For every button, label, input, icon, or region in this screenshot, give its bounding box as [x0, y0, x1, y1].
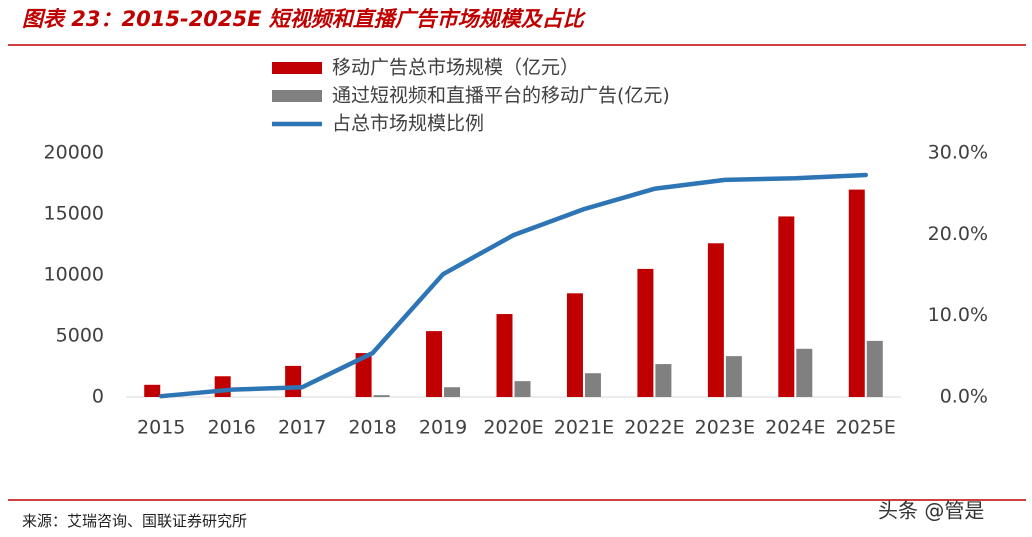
x-tick-label: 2024E — [765, 417, 825, 439]
y-tick-label: 10000 — [44, 264, 104, 286]
y-tick-label: 20000 — [44, 142, 104, 164]
legend-label: 移动广告总市场规模（亿元） — [332, 57, 579, 79]
y2-tick-label: 10.0% — [928, 304, 988, 326]
y-tick-label: 15000 — [44, 203, 104, 225]
bar — [707, 243, 724, 397]
y2-tick-label: 20.0% — [928, 223, 988, 245]
legend-label: 通过短视频和直播平台的移动广告(亿元) — [332, 85, 670, 107]
bar — [778, 216, 795, 397]
bar — [355, 353, 372, 397]
x-tick-label: 2022E — [624, 417, 684, 439]
bar — [214, 376, 231, 397]
y-tick-label: 5000 — [56, 325, 104, 347]
y-tick-label: 0 — [92, 386, 104, 408]
x-tick-label: 2016 — [208, 417, 256, 439]
bar — [566, 293, 583, 397]
bar — [426, 331, 443, 397]
bar — [796, 348, 813, 397]
x-tick-label: 2023E — [695, 417, 755, 439]
x-tick-label: 2018 — [348, 417, 396, 439]
bar — [373, 395, 390, 397]
legend-label: 占总市场规模比例 — [332, 113, 484, 135]
line — [158, 172, 869, 399]
x-tick-label: 2019 — [419, 417, 467, 439]
bar — [725, 356, 742, 397]
bar — [144, 384, 161, 397]
bar — [496, 314, 513, 397]
bar — [637, 268, 654, 397]
y2-tick-label: 30.0% — [928, 142, 988, 164]
chart-title: 图表 23：2015-2025E 短视频和直播广告市场规模及占比 — [22, 7, 587, 31]
bar — [866, 340, 883, 397]
bar — [514, 381, 531, 397]
watermark: 头条 @管是 — [878, 499, 984, 523]
x-tick-label: 2025E — [836, 417, 896, 439]
legend-swatch — [272, 62, 322, 74]
x-tick-label: 2017 — [278, 417, 326, 439]
x-tick-label: 2020E — [483, 417, 543, 439]
bar — [655, 364, 672, 397]
bar — [285, 365, 302, 397]
legend-swatch — [272, 90, 322, 102]
source: 来源：艾瑞咨询、国联证券研究所 — [22, 512, 247, 530]
bar — [584, 373, 601, 397]
bar — [848, 189, 865, 397]
x-tick-label: 2021E — [554, 417, 614, 439]
x-tick-label: 2015 — [137, 417, 185, 439]
bar — [444, 387, 461, 397]
y2-tick-label: 0.0% — [940, 386, 988, 408]
